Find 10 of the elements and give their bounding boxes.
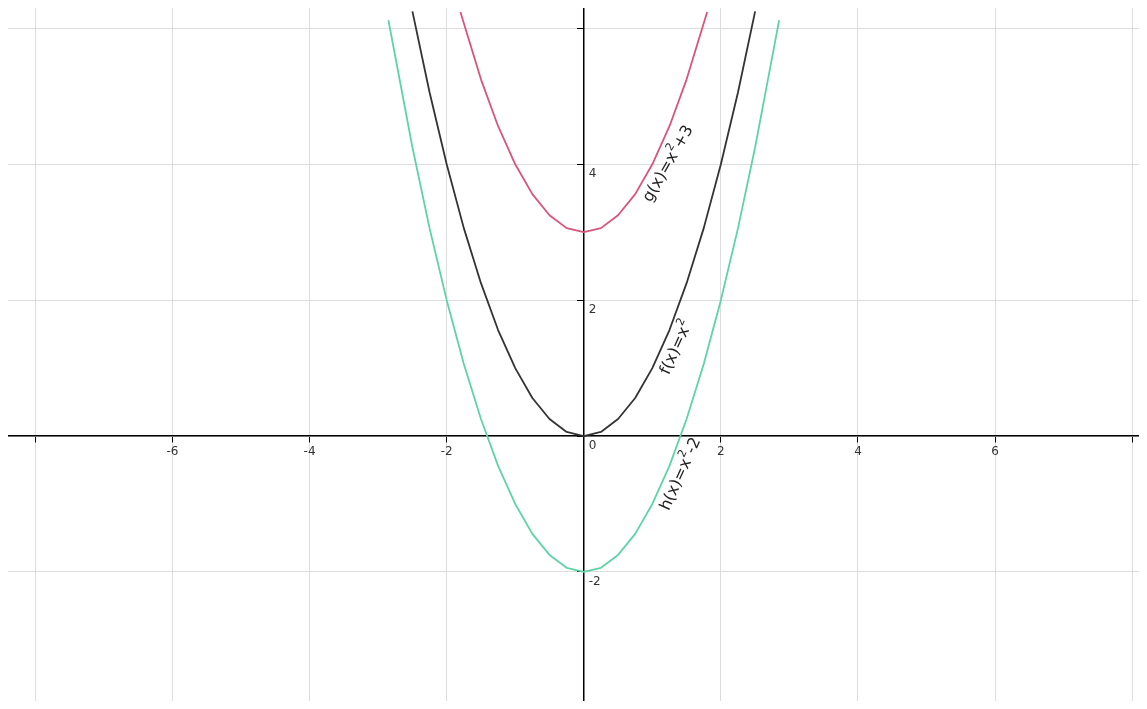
x-tick-label: 4 <box>854 444 862 459</box>
x-tick-label: -2 <box>440 444 453 459</box>
y-tick-label: 2 <box>588 302 597 317</box>
y-tick-label: -2 <box>588 574 601 589</box>
x-tick-label: -6 <box>166 444 179 459</box>
x-tick-label: -4 <box>303 444 316 459</box>
y-tick-label: 4 <box>588 166 597 181</box>
x-tick-label: 2 <box>717 444 725 459</box>
y-tick-label: 0 <box>588 438 597 453</box>
x-tick-label: 6 <box>991 444 999 459</box>
